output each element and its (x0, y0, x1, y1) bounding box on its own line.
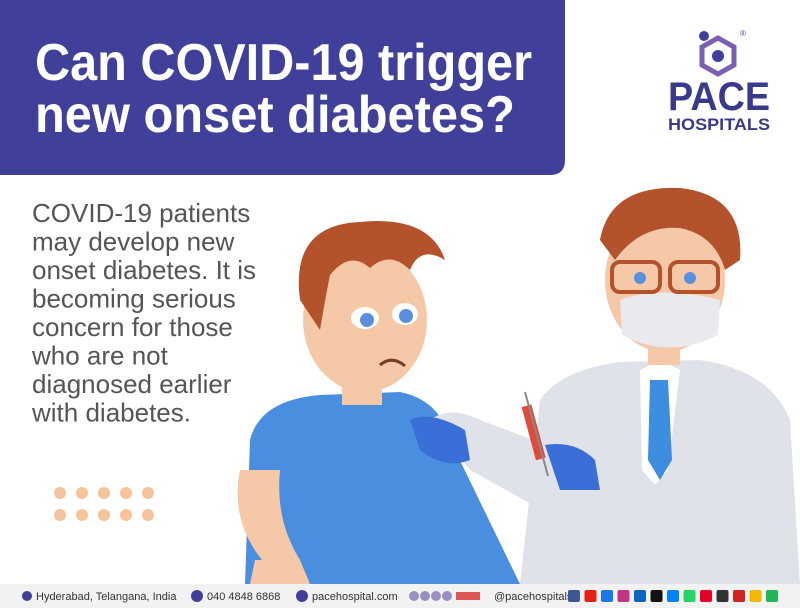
patient-illustration (237, 221, 520, 584)
logo: ® PACE HOSPITALS (668, 29, 770, 134)
social-icon (700, 590, 712, 602)
accreditation-icons (409, 591, 480, 601)
dots (54, 487, 154, 521)
body-line: diagnosed earlier (32, 369, 232, 399)
location-icon (22, 591, 32, 601)
social-icon (749, 590, 762, 602)
social-icon (667, 590, 679, 602)
footer-bar (0, 584, 800, 608)
footer-handle: @pacehospitals (494, 591, 573, 603)
logo-subtitle: HOSPITALS (668, 115, 770, 134)
logo-hex (699, 35, 737, 77)
body-line: who are not (31, 341, 169, 371)
logo-core (712, 50, 724, 62)
body-line: concern for those (32, 312, 233, 342)
phone-icon (191, 590, 203, 602)
social-icon (617, 590, 630, 602)
logo-registered: ® (740, 29, 746, 38)
doctor-illustration (410, 187, 800, 584)
logo-name: PACE (668, 75, 770, 119)
body-line: COVID-19 patients (32, 198, 250, 228)
social-icons (568, 590, 778, 602)
social-icon (568, 590, 580, 602)
body-line: may develop new (32, 227, 235, 257)
social-icon (650, 590, 663, 602)
footer-location: Hyderabad, Telangana, India (36, 591, 177, 603)
footer-phone: 040 4848 6868 (207, 591, 280, 603)
body-line: with diabetes. (31, 398, 191, 428)
logo-dot (699, 31, 709, 41)
social-icon (766, 590, 778, 602)
title-line: Can COVID-19 trigger (35, 34, 532, 92)
social-icon (584, 590, 597, 602)
title-panel (0, 0, 565, 175)
title-line: new onset diabetes? (35, 86, 515, 144)
footer-website: pacehospital.com (312, 591, 398, 603)
body-line: becoming serious (32, 284, 236, 314)
social-icon (716, 590, 729, 602)
body-line: onset diabetes. It is (32, 255, 256, 285)
web-icon (296, 590, 308, 602)
social-icon (601, 590, 613, 602)
social-icon (683, 590, 696, 602)
social-icon (634, 590, 646, 602)
social-icon (733, 590, 745, 602)
